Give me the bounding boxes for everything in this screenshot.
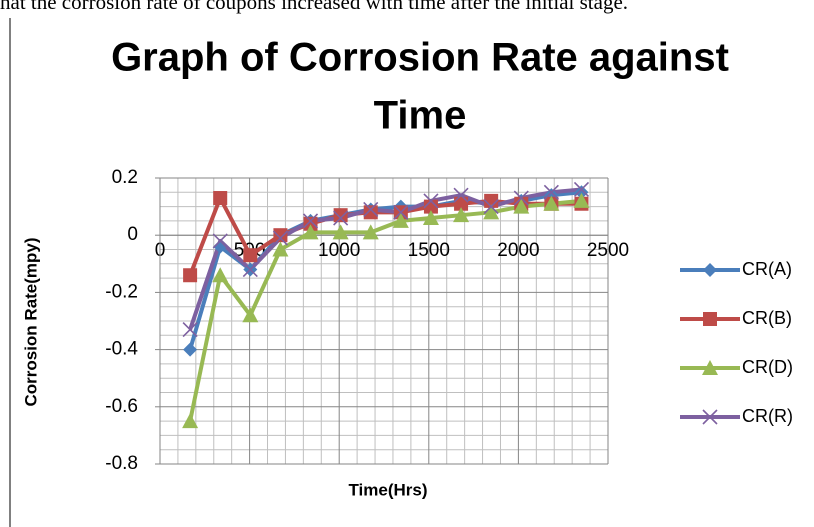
data-point: [333, 208, 348, 223]
data-point: [484, 193, 499, 208]
y-tick-label: -0.4: [105, 339, 138, 360]
data-point: [363, 205, 378, 220]
data-point: [273, 228, 288, 243]
data-point: [272, 241, 289, 257]
x-tick-label: 1000: [318, 240, 360, 261]
data-point: [573, 192, 590, 208]
chart-title: Time: [374, 94, 467, 138]
data-point: [483, 204, 500, 220]
legend-marker: [703, 312, 717, 326]
data-point: [183, 268, 198, 283]
data-point: [392, 212, 409, 228]
data-point: [182, 413, 199, 429]
data-point: [543, 184, 559, 200]
data-point: [272, 230, 288, 246]
data-point: [183, 342, 198, 357]
body-text: hat the corrosion rate of coupons increa…: [0, 0, 629, 14]
data-point: [513, 198, 530, 214]
data-point: [302, 213, 319, 229]
data-point: [453, 207, 470, 223]
data-point: [242, 261, 258, 278]
data-point: [302, 224, 319, 240]
data-point: [573, 181, 590, 198]
data-point: [574, 185, 589, 200]
data-point: [213, 191, 228, 206]
data-point: [362, 224, 379, 240]
legend-label: CR(A): [742, 259, 792, 279]
data-point: [303, 216, 318, 231]
data-point: [332, 224, 349, 240]
data-point: [453, 187, 469, 203]
legend-label: CR(B): [742, 308, 792, 328]
x-tick-label: 2500: [587, 240, 629, 261]
data-point: [242, 307, 259, 323]
data-point: [422, 210, 439, 226]
y-axis-title: Corrosion Rate(mpy): [21, 237, 40, 406]
legend-label: CR(R): [742, 406, 793, 426]
data-point: [423, 199, 438, 214]
data-point: [212, 267, 229, 283]
y-tick-label: -0.8: [105, 453, 138, 474]
data-point: [363, 201, 379, 218]
data-point: [423, 193, 439, 209]
data-point: [393, 204, 409, 220]
x-tick-label: 2000: [497, 240, 539, 261]
y-tick-label: -0.2: [105, 281, 138, 302]
data-point: [483, 199, 499, 215]
x-tick-label: 1500: [408, 240, 450, 261]
y-tick-label: 0: [127, 224, 138, 245]
data-point: [513, 190, 529, 206]
data-point: [182, 322, 198, 338]
data-point: [243, 248, 258, 263]
legend-marker: [702, 360, 718, 375]
x-axis-title: Time(Hrs): [348, 480, 427, 499]
data-point: [213, 239, 228, 254]
data-point: [543, 195, 560, 211]
data-point: [333, 210, 349, 226]
legend-marker: [702, 409, 718, 425]
data-point: [212, 233, 228, 249]
chart-title: Graph of Corrosion Rate against: [111, 36, 729, 80]
legend-marker: [703, 263, 717, 277]
y-tick-label: -0.6: [105, 396, 138, 417]
data-point: [454, 196, 469, 211]
y-tick-label: 0.2: [112, 167, 138, 188]
legend-label: CR(D): [742, 357, 793, 377]
